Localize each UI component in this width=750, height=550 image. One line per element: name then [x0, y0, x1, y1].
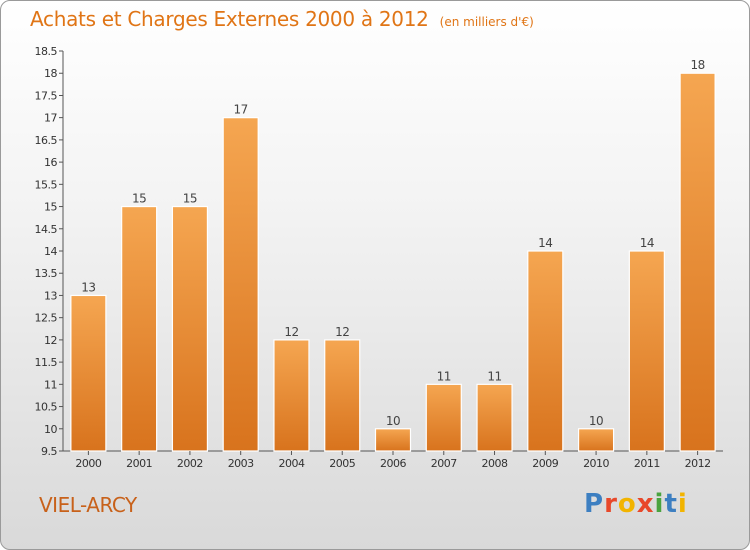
y-tick-label: 18.5 [35, 45, 58, 58]
bar-value-label: 14 [538, 236, 552, 250]
y-tick-label: 14 [44, 245, 57, 258]
y-tick-label: 13 [44, 289, 57, 302]
logo-letter: r [604, 489, 618, 519]
logo-letter: i [677, 489, 688, 519]
y-tick-label: 18 [44, 67, 57, 80]
logo-letter: i [654, 489, 665, 519]
y-tick-label: 12 [44, 334, 57, 347]
bar [679, 72, 716, 452]
y-tick-label: 10.5 [35, 401, 58, 414]
y-tick-label: 9.5 [41, 445, 57, 458]
y-tick-label: 16.5 [35, 134, 58, 147]
bar [527, 250, 564, 452]
bar-value-label: 17 [234, 103, 248, 117]
x-tick-label: 2008 [482, 457, 508, 470]
bar-value-label: 11 [487, 369, 501, 383]
bar [324, 339, 361, 452]
y-tick-label: 13.5 [35, 267, 58, 280]
bar [628, 250, 665, 452]
bar [121, 205, 158, 452]
bar [171, 205, 209, 452]
bar-value-label: 14 [640, 236, 654, 250]
x-tick-label: 2010 [583, 457, 609, 470]
y-tick-label: 10 [44, 423, 57, 436]
logo-letter: P [584, 489, 605, 519]
x-tick-label: 2003 [228, 457, 254, 470]
chart-title: Achats et Charges Externes 2000 à 2012 (… [30, 7, 534, 31]
bar-value-label: 18 [690, 58, 704, 72]
logo-letter: o [617, 489, 637, 519]
y-tick-label: 11.5 [35, 356, 58, 369]
x-tick-label: 2000 [75, 457, 101, 470]
proxiti-logo[interactable]: Proxiti [584, 489, 688, 519]
y-tick-label: 17 [44, 112, 57, 125]
x-tick-label: 2004 [278, 457, 304, 470]
y-tick-label: 15 [44, 201, 57, 214]
city-name: VIEL-ARCY [39, 493, 137, 517]
x-tick-label: 2009 [532, 457, 558, 470]
x-tick-label: 2007 [431, 457, 457, 470]
x-tick-label: 2005 [329, 457, 355, 470]
logo-letter: t [664, 489, 678, 519]
y-tick-label: 11 [44, 378, 57, 391]
y-tick-label: 15.5 [35, 178, 58, 191]
chart-title-text: Achats et Charges Externes 2000 à 2012 [30, 7, 429, 31]
bar [425, 383, 462, 452]
x-tick-label: 2002 [177, 457, 203, 470]
bar [374, 428, 412, 452]
bar [476, 383, 513, 452]
bar-value-label: 13 [81, 280, 95, 294]
bar-value-label: 12 [284, 325, 298, 339]
x-tick-label: 2001 [126, 457, 152, 470]
chart-unit: (en milliers d'€) [439, 15, 534, 29]
bar-value-label: 11 [437, 369, 451, 383]
bar [273, 339, 310, 452]
y-tick-label: 16 [44, 156, 57, 169]
bar-value-label: 10 [386, 414, 400, 428]
x-tick-label: 2006 [380, 457, 406, 470]
bar [577, 428, 615, 452]
x-tick-label: 2011 [634, 457, 660, 470]
x-tick-label: 2012 [685, 457, 711, 470]
bar-value-label: 15 [183, 192, 197, 206]
bar-value-label: 12 [335, 325, 349, 339]
y-tick-label: 17.5 [35, 89, 58, 102]
bar [222, 117, 259, 452]
bar-value-label: 15 [132, 192, 146, 206]
bar [70, 294, 107, 452]
logo-letter: x [636, 489, 655, 519]
bar-value-label: 10 [589, 414, 603, 428]
y-tick-label: 12.5 [35, 312, 58, 325]
y-tick-label: 14.5 [35, 223, 58, 236]
